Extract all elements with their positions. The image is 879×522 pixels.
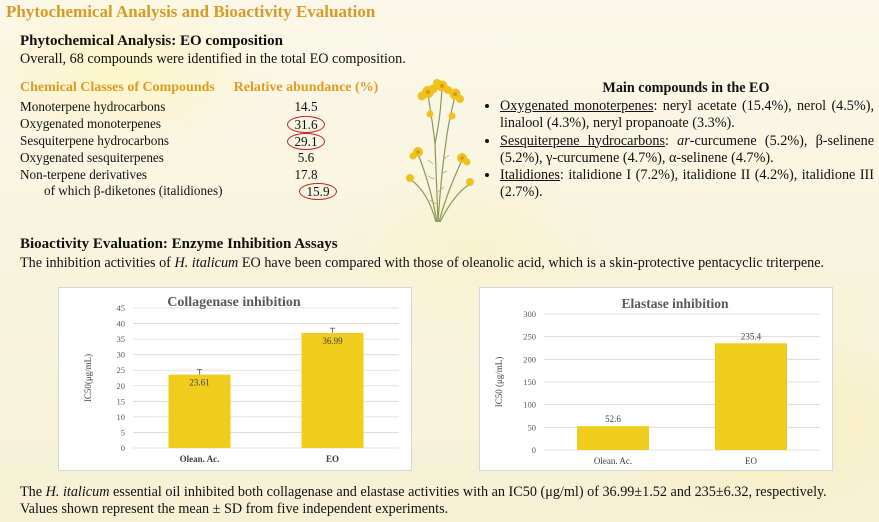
bio-heading: Bioactivity Evaluation: Enzyme Inhibitio… — [20, 236, 338, 252]
footer-line-1: The H. italicum essential oil inhibited … — [20, 484, 870, 501]
bar — [168, 374, 231, 448]
table-row: Monoterpene hydrocarbons 14.5 — [20, 99, 382, 116]
y-tick-label: 200 — [523, 354, 536, 364]
bar — [715, 343, 787, 450]
abundance-value: 14.5 — [294, 99, 318, 115]
species-name: H. italicum — [174, 255, 239, 271]
footer-text: essential oil inhibited both collagenase… — [109, 484, 827, 500]
abundance-value-circled: 29.1 — [287, 132, 325, 150]
class-name: Sesquiterpene hydrocarbons — [20, 132, 170, 148]
main-compounds-box: Main compounds in the EO Oxygenated mono… — [480, 80, 874, 201]
list-item: Italidiones: italidione I (7.2%), italid… — [500, 167, 874, 201]
x-tick-label: Olean. Ac. — [594, 456, 632, 466]
data-label: 36.99 — [322, 336, 343, 346]
phyto-summary: Overall, 68 compounds were identified in… — [20, 51, 406, 67]
chart-title: Elastase inhibition — [622, 296, 729, 311]
table-row: Sesquiterpene hydrocarbons 29.1 — [20, 132, 382, 150]
col-header-abundance: Relative abundance (%) — [233, 80, 379, 95]
bullet-label: Sesquiterpene hydrocarbons — [500, 132, 665, 149]
bullet-text: -curcumene (5.2%), β-selinene (5.2%), γ-… — [500, 132, 874, 166]
table-row: Oxygenated sesquiterpenes 5.6 — [20, 149, 382, 166]
data-label: 235.4 — [741, 331, 762, 341]
elastase-chart-panel: 0 50 100 150 200 250 300 Elastase inhibition IC5… — [479, 287, 833, 471]
bar — [577, 426, 649, 450]
y-tick-label: 0 — [121, 443, 125, 453]
intro-text: The inhibition activities of — [20, 255, 175, 271]
y-tick-label: 40 — [117, 319, 126, 329]
list-item: Oxygenated monoterpenes: neryl acetate (… — [500, 98, 874, 132]
col-header-class: Chemical Classes of Compounds — [20, 80, 215, 95]
bar — [301, 332, 364, 448]
bullet-label: Italidiones — [500, 167, 560, 184]
y-tick-label: 300 — [523, 309, 536, 319]
bio-intro: The inhibition activities of H. italicum… — [20, 255, 824, 272]
y-tick-label: 0 — [532, 445, 536, 455]
list-item: Sesquiterpene hydrocarbons: ar-curcumene… — [500, 133, 874, 167]
x-tick-label: Olean. Ac. — [180, 454, 220, 464]
y-tick-label: 35 — [117, 334, 126, 344]
y-tick-label: 250 — [523, 332, 536, 342]
helichrysum-plant-illustration — [406, 79, 474, 223]
y-tick-label: 10 — [117, 412, 126, 422]
elastase-chart: 0 50 100 150 200 250 300 Elastase inhibition IC5… — [494, 296, 820, 466]
phyto-heading: Phytochemical Analysis: EO composition — [20, 33, 283, 49]
main-compounds-title: Main compounds in the EO — [602, 80, 770, 96]
bullet-italic: ar — [677, 132, 690, 149]
y-tick-label: 30 — [117, 350, 126, 360]
class-name: of which β-diketones (italidiones) — [44, 183, 223, 199]
abundance-value-circled: 31.6 — [287, 115, 325, 133]
collagenase-chart-panel: 0 5 10 15 20 25 30 35 40 45 Collagenase inhibition… — [58, 287, 412, 471]
chart-title: Collagenase inhibition — [167, 295, 301, 310]
page-title: Phytochemical Analysis and Bioactivity E… — [6, 2, 376, 21]
y-tick-label: 100 — [523, 400, 536, 410]
y-tick-label: 15 — [117, 396, 126, 406]
composition-table: Chemical Classes of Compounds Relative a… — [20, 80, 382, 200]
abundance-value: 17.8 — [294, 166, 318, 182]
y-tick-label: 50 — [528, 422, 537, 432]
data-label: 52.6 — [605, 414, 621, 424]
y-tick-label: 25 — [117, 365, 126, 375]
table-header: Chemical Classes of Compounds Relative a… — [20, 80, 382, 99]
data-label: 23.61 — [189, 378, 209, 388]
species-name: H. italicum — [45, 484, 110, 500]
main-compounds-list: Oxygenated monoterpenes: neryl acetate (… — [480, 98, 874, 201]
table-row: Oxygenated monoterpenes 31.6 — [20, 115, 382, 133]
abundance-value-circled: 15.9 — [299, 182, 337, 200]
y-tick-label: 45 — [117, 303, 126, 313]
footer-text: The — [20, 484, 46, 500]
collagenase-chart: 0 5 10 15 20 25 30 35 40 45 Collagenase inhibition… — [83, 295, 399, 464]
y-tick-label: 5 — [121, 427, 125, 437]
class-name: Oxygenated monoterpenes — [20, 116, 161, 132]
y-axis-label: IC50 (μg/mL) — [494, 357, 504, 408]
y-tick-label: 150 — [523, 377, 536, 387]
intro-text: EO have been compared with those of olea… — [238, 255, 825, 271]
bullet-text: : neryl acetate (15.4%), nerol (4.5%), l… — [500, 98, 874, 132]
y-tick-label: 20 — [117, 381, 126, 391]
y-axis-label: IC50(μg/mL) — [83, 354, 93, 402]
class-name: Oxygenated sesquiterpenes — [20, 149, 164, 165]
table-row: of which β-diketones (italidiones) 15.9 — [20, 182, 382, 200]
class-name: Monoterpene hydrocarbons — [20, 99, 166, 115]
bullet-colon: : — [664, 132, 678, 149]
x-tick-label: EO — [326, 454, 339, 464]
table-row: Non-terpene derivatives 17.8 — [20, 166, 382, 183]
x-tick-label: EO — [745, 456, 757, 466]
bullet-text: : italidione I (7.2%), italidione II (4.… — [500, 167, 874, 201]
bullet-label: Oxygenated monoterpenes — [500, 98, 654, 115]
class-name: Non-terpene derivatives — [20, 166, 148, 182]
abundance-value: 5.6 — [297, 149, 315, 165]
footer-line-2: Values shown represent the mean ± SD fro… — [20, 501, 449, 517]
